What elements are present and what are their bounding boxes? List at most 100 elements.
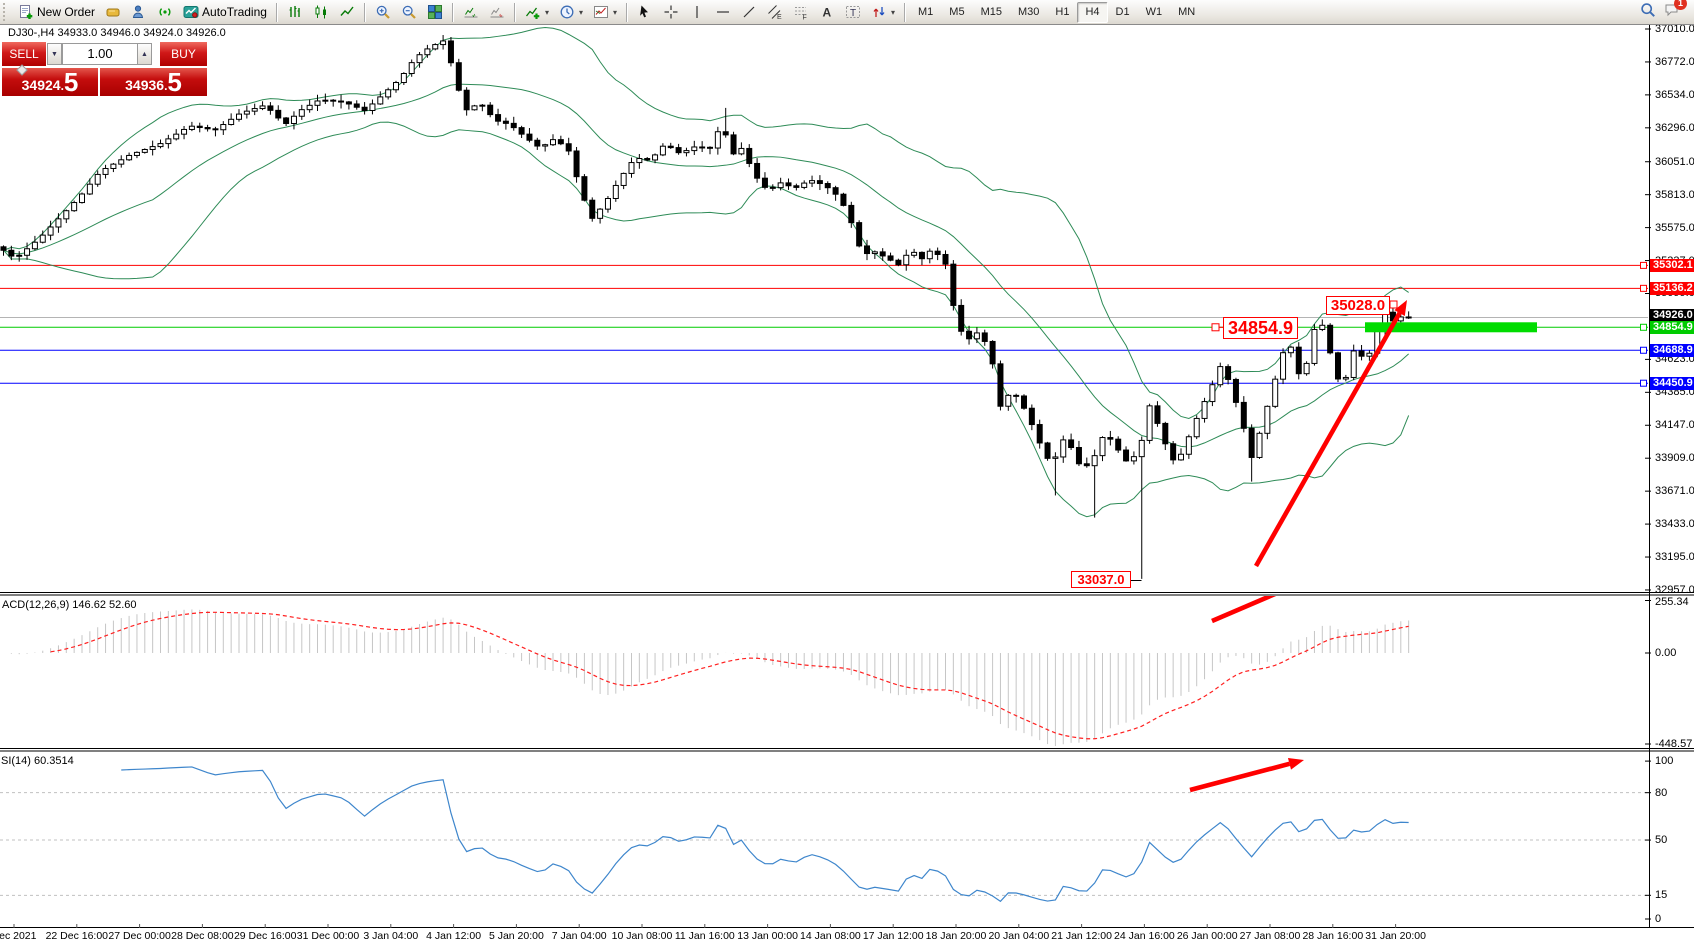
timeframe-d1-button[interactable]: D1 — [1115, 5, 1130, 18]
trend-arrow-rsi[interactable] — [1189, 761, 1291, 793]
annotation-anchor-square[interactable] — [1389, 300, 1398, 309]
vertical-line-button[interactable] — [685, 1, 709, 24]
sell-button[interactable]: SELL — [2, 42, 46, 66]
text-button[interactable]: A — [815, 1, 839, 24]
candle-body — [290, 115, 297, 124]
indicators-button[interactable]: ▾ — [521, 1, 553, 24]
line-endpoint-marker[interactable] — [1640, 284, 1647, 292]
marketwatch-button[interactable] — [101, 1, 125, 24]
new-order-button[interactable]: New Order — [14, 1, 99, 24]
line-chart-button[interactable] — [335, 1, 359, 24]
green-highlight-bar[interactable] — [1365, 322, 1537, 333]
volume-increase-button[interactable]: ▲ — [137, 43, 152, 65]
chat-icon[interactable]: 1 — [1664, 0, 1687, 23]
candle-body — [1036, 424, 1043, 444]
arrows-button[interactable]: ▾ — [867, 1, 899, 24]
chevron-down-icon[interactable]: ▾ — [612, 7, 617, 17]
chevron-down-icon[interactable]: ▾ — [544, 7, 549, 17]
rsi-line[interactable] — [121, 766, 1409, 903]
timeframe-h4-button[interactable]: H4 — [1077, 1, 1108, 23]
autotrading-button-label: AutoTrading — [202, 5, 267, 19]
price-annotation-35028.0[interactable]: 35028.0 — [1326, 296, 1390, 315]
candle-body — [487, 104, 494, 116]
candle-body — [1005, 394, 1012, 407]
candle-body — [0, 246, 7, 251]
candle-body — [220, 124, 227, 131]
rsi-axis-label: 15 — [1655, 889, 1668, 902]
signals-button[interactable] — [153, 1, 177, 24]
price-annotation-33037.0[interactable]: 33037.0 — [1071, 571, 1131, 588]
candle-body — [730, 134, 737, 155]
autotrading-button[interactable]: AutoTrading — [179, 1, 271, 24]
svg-text:F: F — [803, 15, 807, 21]
trendline-button[interactable] — [737, 1, 761, 24]
buy-price-display[interactable]: 34936. 5 — [100, 68, 207, 96]
toolbar-separator — [363, 2, 366, 22]
horizontal-line-button[interactable] — [711, 1, 735, 24]
macd-panel[interactable] — [4, 567, 1410, 746]
price-axis-tick: 33671.0 — [1655, 485, 1694, 498]
timeframe-mn-button[interactable]: MN — [1178, 5, 1196, 18]
fibonacci-button[interactable]: F — [789, 1, 813, 24]
line-endpoint-marker[interactable] — [1640, 323, 1647, 331]
toolbar-separator — [626, 2, 628, 22]
timeframe-w1-button[interactable]: W1 — [1145, 5, 1163, 18]
candle-body — [86, 183, 93, 195]
toolbar-separator — [904, 2, 907, 22]
line-endpoint-marker[interactable] — [1640, 261, 1647, 269]
timeframe-m15-button[interactable]: M15 — [980, 5, 1002, 18]
timeframe-h1-button[interactable]: H1 — [1055, 5, 1070, 18]
tile-windows-button[interactable] — [423, 1, 447, 24]
trend-arrow-main[interactable] — [1253, 311, 1402, 568]
bollinger-upper-band[interactable] — [3, 27, 1409, 419]
zoom-out-button[interactable] — [397, 1, 421, 24]
line-endpoint-marker[interactable] — [1640, 379, 1647, 387]
candle-body — [1256, 432, 1263, 458]
chevron-down-icon[interactable]: ▾ — [891, 7, 896, 17]
bar-chart-button[interactable] — [283, 1, 307, 24]
candle-body — [864, 245, 870, 255]
chart-shift-button[interactable] — [485, 1, 509, 24]
line-endpoint-marker[interactable] — [1640, 346, 1647, 354]
candlestick-chart-button[interactable] — [309, 1, 333, 24]
volume-input[interactable]: 1.00 — [62, 43, 138, 65]
timeframe-m5-button[interactable]: M5 — [949, 5, 965, 18]
toolbar-separator — [275, 2, 278, 22]
candle-body — [1083, 463, 1090, 467]
sell-price-display[interactable]: 34924. 5 — [2, 68, 98, 96]
auto-scroll-button[interactable] — [459, 1, 483, 24]
bollinger-lower-band[interactable] — [3, 121, 1410, 518]
crosshair-button[interactable] — [659, 1, 683, 24]
trendline-icon — [741, 4, 757, 20]
cursor-button[interactable] — [633, 1, 657, 24]
candle-body — [879, 251, 886, 257]
timeframe-m1-button[interactable]: M1 — [918, 5, 934, 18]
volume-decrease-button[interactable]: ▼ — [47, 43, 62, 65]
macd-signal-line[interactable] — [50, 611, 1409, 740]
text-label-button[interactable]: T — [841, 1, 865, 24]
time-axis-label: 22 Dec 16:00 — [45, 930, 109, 942]
zoom-in-button[interactable] — [371, 1, 395, 24]
chevron-down-icon[interactable]: ▾ — [578, 7, 583, 17]
labelT-icon: T — [845, 4, 861, 20]
main-chart-panel[interactable] — [0, 27, 1648, 581]
crosshair-icon — [663, 4, 679, 20]
price-axis-tick: 36296.0 — [1655, 121, 1694, 134]
equidistant-channel-button[interactable]: E — [763, 1, 787, 24]
search-icon[interactable] — [1640, 2, 1656, 23]
data-window-button[interactable] — [127, 1, 151, 24]
buy-button[interactable]: BUY — [160, 42, 207, 66]
candle-body — [361, 106, 368, 111]
annotation-anchor-square[interactable] — [1211, 323, 1220, 332]
candle-body — [722, 131, 729, 136]
price-annotation-34854.9[interactable]: 34854.9 — [1223, 317, 1298, 339]
templates-button[interactable]: ▾ — [589, 1, 621, 24]
candle-body — [126, 154, 133, 161]
candle-body — [1232, 378, 1239, 403]
rsi-panel[interactable] — [0, 758, 1648, 903]
timeframe-m30-button[interactable]: M30 — [1017, 5, 1040, 18]
trend-arrow-macd[interactable] — [1211, 573, 1324, 624]
periods-button[interactable]: ▾ — [555, 1, 587, 24]
candle-body — [526, 133, 533, 141]
